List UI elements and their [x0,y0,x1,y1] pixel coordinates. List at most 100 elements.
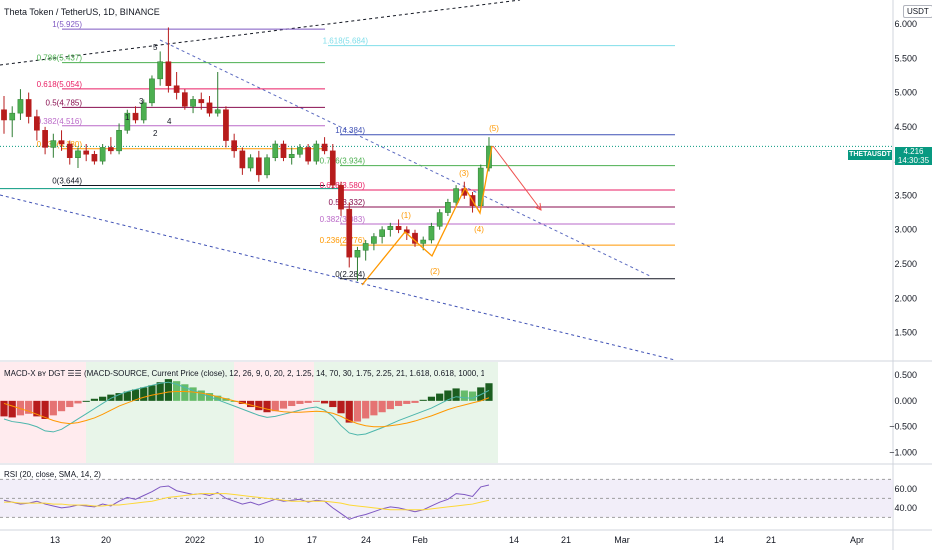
lower-trendline [0,194,676,361]
macd-histogram-bar [485,383,493,401]
currency-badge[interactable]: USDT [903,5,932,18]
fib-level-label: 0.786(3.934) [320,157,366,166]
candle-body [34,116,40,131]
projection-arrow [492,145,542,211]
price-axis-tick: 3.000 [894,225,917,235]
wave-label: 3 [139,97,144,106]
macd-histogram-bar [263,400,271,413]
wave-label: 5 [153,43,158,52]
macd-histogram-bar [66,400,74,408]
macd-histogram-bar [452,388,460,401]
fib-level-label: 0.618(5.054) [37,80,83,89]
price-axis-tick: 6.000 [894,19,917,29]
candle-body [42,130,48,148]
wave-label: (4) [474,225,484,234]
candle-body [346,208,353,258]
macd-histogram-bar [222,398,230,401]
candle-body [132,112,139,121]
time-axis-tick: 10 [254,535,264,545]
macd-histogram-bar [156,382,164,401]
macd-histogram-bar [90,398,99,401]
candle-body [247,157,254,169]
rsi-axis-tick: 40.00 [894,503,917,513]
candle-body [50,140,57,148]
last-price-box: 4.216 14:30:35 [895,147,932,165]
candle-body [486,145,492,169]
macd-histogram-bar [197,390,205,401]
candle-body [58,140,65,145]
candle-body [313,143,320,162]
candle-body [9,112,16,121]
candle-body [149,78,155,104]
candle-body [140,102,147,121]
macd-histogram-bar [0,400,8,417]
candle-body [395,226,402,230]
wave-label: (2) [430,267,440,276]
time-axis-tick: 21 [766,535,776,545]
time-axis-tick: 14 [714,535,724,545]
macd-histogram-bar [345,400,353,423]
wave-label: (1) [401,211,411,220]
candle-body [354,250,361,258]
candle-body [280,143,287,158]
candle-body [173,85,180,93]
price-axis-tick: 2.000 [894,293,917,303]
macd-histogram-bar [115,393,123,401]
macd-axis-tick: −0.500 [889,422,917,432]
candle-body [83,150,90,155]
candle-body [288,154,295,158]
fib-level-label: 0.382(3.083) [320,215,366,224]
fib-level-label: 1(5.925) [52,20,82,29]
candle-body [223,109,229,141]
macd-histogram-bar [148,385,156,401]
macd-series-line [3,391,490,428]
candle-body [25,99,32,117]
macd-histogram-bar [164,379,172,401]
bar-countdown: 14:30:35 [897,156,930,165]
candle-body [91,154,98,162]
fib-level-label: 1(4.384) [335,126,365,135]
macd-histogram-bar [25,400,33,414]
macd-histogram-bar [394,400,403,407]
macd-histogram-bar [436,393,444,401]
macd-histogram-bar [444,390,452,401]
candle-body [297,147,303,155]
macd-histogram-bar [57,400,66,412]
rsi-axis-tick: 60.00 [894,484,917,494]
macd-histogram-bar [337,400,345,414]
last-price: 4.216 [903,147,924,156]
fib-level-label: 0.786(5.437) [37,54,83,63]
macd-histogram-bar [370,400,378,416]
macd-histogram-bar [238,400,246,404]
time-axis-tick: 24 [361,535,371,545]
time-axis-tick: 14 [509,535,519,545]
macd-histogram-bar [468,391,477,401]
macd-histogram-bar [8,400,16,418]
macd-histogram-bar [362,400,370,419]
fib-level-label: 0(2.284) [335,270,365,279]
macd-histogram-bar [173,381,181,401]
rsi-series-line [4,493,490,511]
candle-body [165,61,172,86]
candle-body [157,61,164,80]
candle-body [124,112,131,131]
price-axis-tick: 4.500 [894,122,917,132]
macd-histogram-bar [181,384,189,401]
time-axis-tick: 17 [307,535,317,545]
wave-label: 2 [153,129,158,138]
channel-trendline [159,39,651,277]
candle-body [420,239,427,244]
candle-body [445,202,451,213]
macd-histogram-bar [99,396,107,401]
symbol-tag: THETAUSDT [848,150,892,160]
macd-bg-zone [86,362,234,463]
fib-extension-label: 1.618(5.684) [323,37,369,46]
macd-histogram-bar [140,387,148,401]
candle-body [338,184,344,210]
macd-histogram-bar [320,400,329,404]
macd-series-line [3,381,490,436]
macd-histogram-bar [49,400,57,416]
time-axis-tick: 13 [50,535,60,545]
macd-histogram-bar [288,400,296,407]
